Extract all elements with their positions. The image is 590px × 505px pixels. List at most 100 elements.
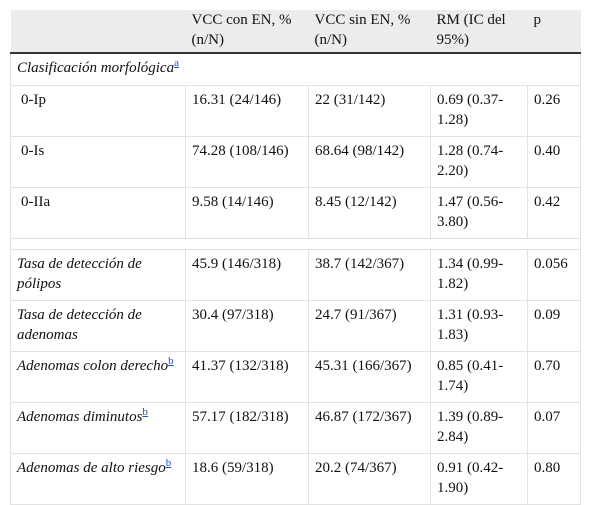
header-cell: VCC sin EN, % (n/N) [308, 10, 431, 54]
cell-value: 68.64 (98/142) [315, 143, 405, 159]
data-row: Tasa de detección de pólipos 45.9 (146/31… [10, 249, 581, 301]
data-row: Adenomas colon derechob 41.37 (132/318) 45… [10, 351, 581, 403]
cell-value: 9.58 (14/146) [192, 194, 274, 210]
value-cell: 20.2 (74/367) [308, 453, 431, 505]
cell-value: 0.91 (0.42-1.90) [437, 460, 504, 496]
footnote-link[interactable]: a [174, 57, 179, 69]
value-cell: 8.45 (12/142) [308, 187, 431, 239]
cell-value: 16.31 (24/146) [192, 92, 282, 108]
value-cell: 0.85 (0.41-1.74) [430, 351, 528, 403]
spacer-cell [10, 238, 581, 250]
cell-value: 45.31 (166/367) [315, 358, 412, 374]
cell-value: 0.07 [534, 409, 561, 425]
value-cell: 0.09 [527, 300, 581, 352]
cell-value: 45.9 (146/318) [192, 256, 282, 272]
cell-value: 1.28 (0.74-2.20) [437, 143, 504, 179]
header-row: VCC con EN, % (n/N) VCC sin EN, % (n/N) … [10, 10, 581, 54]
cell-value: 74.28 (108/146) [192, 143, 289, 159]
cell-value: 57.17 (182/318) [192, 409, 289, 425]
section-row: Clasificación morfológicaa [10, 52, 581, 86]
value-cell: 22 (31/142) [308, 85, 431, 137]
cell-value: 8.45 (12/142) [315, 194, 397, 210]
header-cell: p [527, 10, 581, 54]
value-cell: 1.28 (0.74-2.20) [430, 136, 528, 188]
value-cell: 41.37 (132/318) [185, 351, 309, 403]
value-cell: 9.58 (14/146) [185, 187, 309, 239]
data-row: Adenomas diminutosb 57.17 (182/318) 46.87 … [10, 402, 581, 454]
data-row: Tasa de detección de adenomas 30.4 (97/31… [10, 300, 581, 352]
value-cell: 45.9 (146/318) [185, 249, 309, 301]
section-cell: Clasificación morfológicaa [10, 52, 581, 86]
value-cell: 0.056 [527, 249, 581, 301]
footnote-link[interactable]: b [168, 355, 174, 367]
cell-value: 0.42 [534, 194, 561, 210]
value-cell: 1.47 (0.56-3.80) [430, 187, 528, 239]
cell-value: 0.40 [534, 143, 561, 159]
value-cell: 0.69 (0.37-1.28) [430, 85, 528, 137]
value-cell: 46.87 (172/367) [308, 402, 431, 454]
footnote-link[interactable]: b [165, 457, 172, 469]
value-cell: 18.6 (59/318) [185, 453, 309, 505]
value-cell: 30.4 (97/318) [185, 300, 309, 352]
cell-value: 0.69 (0.37-1.28) [437, 92, 504, 128]
value-cell: 0.80 [527, 453, 581, 505]
row-label: Adenomas diminutos [17, 409, 143, 425]
cell-value: 41.37 (132/318) [192, 358, 289, 374]
value-cell: 1.39 (0.89-2.84) [430, 402, 528, 454]
cell-value: 22 (31/142) [315, 92, 386, 108]
row-label-cell: Adenomas de alto riesgob [10, 453, 186, 505]
cell-value: 38.7 (142/367) [315, 256, 405, 272]
cell-value: 20.2 (74/367) [315, 460, 397, 476]
table-header: VCC con EN, % (n/N) VCC sin EN, % (n/N) … [10, 10, 581, 54]
value-cell: 24.7 (91/367) [308, 300, 431, 352]
value-cell: 0.42 [527, 187, 581, 239]
value-cell: 0.07 [527, 402, 581, 454]
cell-value: 0.26 [534, 92, 561, 108]
header-cell: VCC con EN, % (n/N) [185, 10, 309, 54]
cell-value: 30.4 (97/318) [192, 307, 274, 323]
data-row: 0-Ip 16.31 (24/146) 22 (31/142) 0.69 (0.37-… [10, 85, 581, 137]
cell-value: 1.39 (0.89-2.84) [437, 409, 504, 445]
row-label: 0-Is [21, 143, 45, 159]
cell-value: 0.056 [534, 256, 568, 272]
row-label-cell: Tasa de detección de pólipos [10, 249, 186, 301]
value-cell: 68.64 (98/142) [308, 136, 431, 188]
cell-value: 0.70 [534, 358, 561, 374]
value-cell: 57.17 (182/318) [185, 402, 309, 454]
cell-value: 1.47 (0.56-3.80) [437, 194, 504, 230]
data-row: Adenomas de alto riesgob 18.6 (59/318) 20.… [10, 453, 581, 505]
row-label: 0-Ip [21, 92, 46, 108]
row-label: Tasa de detección de pólipos [17, 256, 142, 292]
value-cell: 74.28 (108/146) [185, 136, 309, 188]
value-cell: 38.7 (142/367) [308, 249, 431, 301]
row-label: Tasa de detección de adenomas [17, 307, 142, 343]
value-cell: 1.34 (0.99-1.82) [430, 249, 528, 301]
value-cell: 45.31 (166/367) [308, 351, 431, 403]
header-cell: RM (IC del 95%) [430, 10, 528, 54]
row-label-cell: 0-Ip [10, 85, 186, 137]
row-label-cell: 0-IIa [10, 187, 186, 239]
row-label: Adenomas de alto riesgo [17, 460, 166, 476]
value-cell: 0.26 [527, 85, 581, 137]
row-label-cell: 0-Is [10, 136, 186, 188]
cell-value: 0.09 [534, 307, 561, 323]
spacer-row [10, 238, 581, 250]
cell-value: 0.80 [534, 460, 561, 476]
row-label-cell: Adenomas colon derechob [10, 351, 186, 403]
section-title: Clasificación morfológica [17, 60, 175, 76]
cell-value: 24.7 (91/367) [315, 307, 397, 323]
value-cell: 1.31 (0.93-1.83) [430, 300, 528, 352]
value-cell: 0.70 [527, 351, 581, 403]
data-row: 0-IIa 9.58 (14/146) 8.45 (12/142) 1.47 (0.5… [10, 187, 581, 239]
cell-value: 46.87 (172/367) [315, 409, 412, 425]
row-label-cell: Tasa de detección de adenomas [10, 300, 186, 352]
results-table: VCC con EN, % (n/N) VCC sin EN, % (n/N) … [10, 10, 581, 505]
value-cell: 0.91 (0.42-1.90) [430, 453, 528, 505]
footnote-link[interactable]: b [142, 406, 148, 418]
cell-value: 0.85 (0.41-1.74) [437, 358, 504, 394]
value-cell: 16.31 (24/146) [185, 85, 309, 137]
cell-value: 1.34 (0.99-1.82) [437, 256, 504, 292]
table-body: Clasificación morfológicaa 0-Ip 16.31 (24… [10, 52, 581, 505]
cell-value: 1.31 (0.93-1.83) [437, 307, 504, 343]
